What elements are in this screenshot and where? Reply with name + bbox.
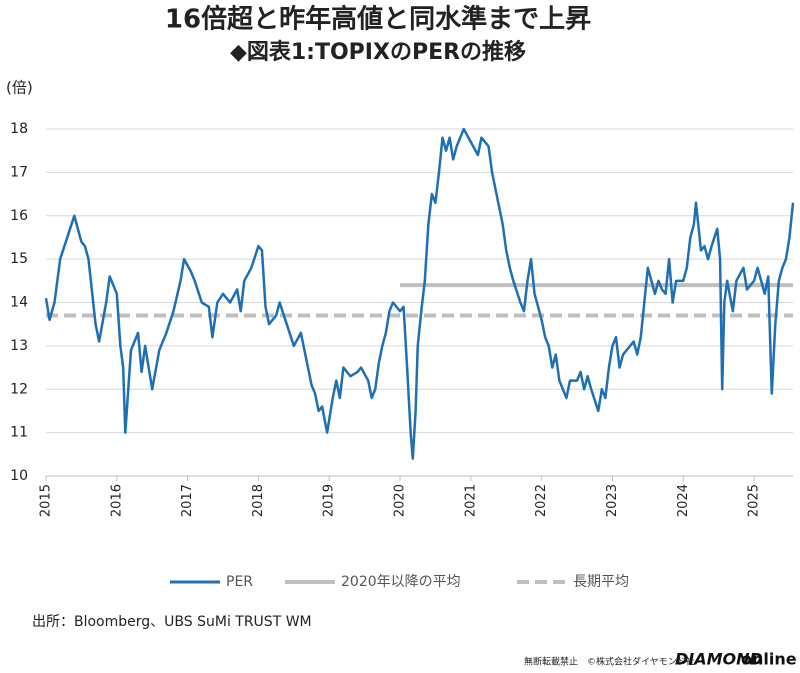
x-tick-label: 2019 — [322, 484, 337, 517]
chart-title: 16倍超と昨年高値と同水準まで上昇 — [165, 4, 591, 35]
x-tick-label: 2023 — [605, 484, 620, 517]
y-tick-label: 18 — [10, 121, 28, 137]
y-tick-label: 15 — [10, 251, 28, 267]
y-axis-label: (倍) — [6, 79, 33, 97]
x-tick-label: 2017 — [180, 484, 195, 517]
y-tick-label: 12 — [10, 381, 28, 397]
brand-suffix: online — [741, 650, 797, 669]
source: 出所：Bloomberg、UBS SuMi TRUST WM — [32, 614, 312, 630]
chart-subtitle: ◆図表1:TOPIXのPERの推移 — [230, 39, 526, 65]
x-tick-label: 2016 — [109, 484, 124, 517]
x-tick-label: 2018 — [251, 484, 266, 517]
footer-note: 無断転載禁止 ©株式会社ダイヤモンド社 — [524, 656, 695, 668]
legend-label: 長期平均 — [573, 574, 629, 590]
x-tick-label: 2021 — [463, 484, 478, 517]
y-tick-label: 16 — [10, 208, 28, 224]
x-tick-label: 2024 — [676, 484, 691, 517]
x-tick-label: 2022 — [534, 484, 549, 517]
y-tick-label: 13 — [10, 338, 28, 354]
y-tick-label: 11 — [10, 425, 28, 441]
y-tick-label: 10 — [10, 468, 28, 484]
legend-label: 2020年以降の平均 — [341, 574, 461, 590]
series-line — [44, 127, 795, 460]
y-tick-label: 17 — [10, 164, 28, 180]
legend-label: PER — [226, 574, 253, 590]
x-tick-label: 2020 — [393, 484, 408, 517]
x-tick-label: 2025 — [747, 484, 762, 517]
brand: DIAMOND — [675, 650, 763, 669]
x-tick-label: 2015 — [39, 484, 54, 517]
y-tick-label: 14 — [10, 295, 28, 311]
